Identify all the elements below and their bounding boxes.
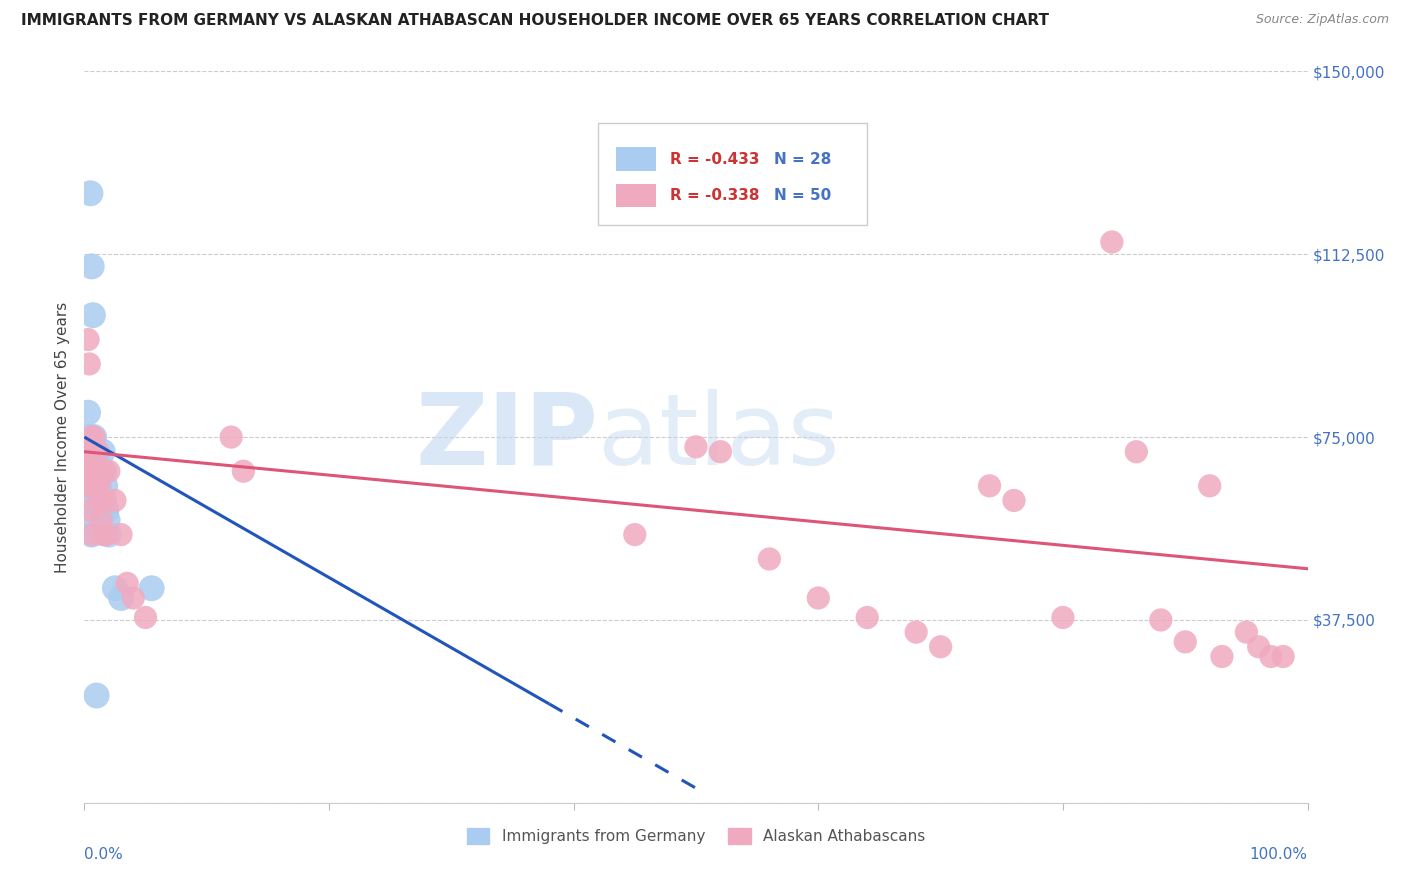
Point (86, 689, 108, 703)
Point (758, 552, 780, 566)
Point (905, 625, 928, 640)
Point (1260, 649, 1282, 664)
Point (77, 479, 100, 493)
Point (86, 454, 108, 468)
Point (96, 503, 118, 517)
Point (80, 260, 103, 274)
Text: R = -0.338: R = -0.338 (671, 188, 759, 203)
Point (93, 464, 115, 478)
Point (77, 406, 100, 420)
Point (1101, 235, 1123, 249)
Text: atlas: atlas (598, 389, 839, 485)
Point (709, 444, 731, 458)
Point (91, 527, 114, 541)
Point (76, 454, 98, 468)
Point (104, 493, 127, 508)
Point (79, 513, 101, 527)
Point (122, 591, 145, 605)
Point (86, 479, 108, 493)
Point (104, 581, 127, 595)
Point (807, 591, 830, 605)
Point (87, 464, 110, 478)
Point (76, 444, 98, 458)
Point (96, 527, 118, 541)
Point (89, 493, 111, 508)
Point (97, 464, 120, 478)
Point (90, 513, 112, 527)
Text: R = -0.433: R = -0.433 (671, 152, 759, 167)
Point (1150, 613, 1173, 627)
Point (97, 527, 120, 541)
Bar (616, 147, 655, 171)
Point (82, 308, 104, 322)
Point (97, 513, 120, 527)
Text: IMMIGRANTS FROM GERMANY VS ALASKAN ATHABASCAN HOUSEHOLDER INCOME OVER 65 YEARS C: IMMIGRANTS FROM GERMANY VS ALASKAN ATHAB… (21, 13, 1049, 29)
Point (1052, 610, 1074, 624)
Point (79, 430, 101, 444)
Point (624, 527, 647, 541)
Point (929, 640, 952, 654)
Point (76, 464, 98, 478)
Point (94, 479, 117, 493)
Point (77, 333, 100, 347)
Y-axis label: Householder Income Over 65 years: Householder Income Over 65 years (55, 301, 70, 573)
Point (77, 357, 100, 371)
Text: ZIP: ZIP (415, 389, 598, 485)
Point (232, 464, 254, 478)
Point (77, 479, 100, 493)
Point (856, 610, 879, 624)
Point (80, 464, 103, 478)
Text: 0.0%: 0.0% (84, 847, 124, 862)
Point (1247, 640, 1270, 654)
Point (135, 610, 157, 624)
Point (80, 527, 103, 541)
Point (1174, 635, 1197, 649)
Text: 100.0%: 100.0% (1250, 847, 1308, 862)
Point (110, 591, 132, 605)
Text: Source: ZipAtlas.com: Source: ZipAtlas.com (1256, 13, 1389, 27)
Point (979, 479, 1001, 493)
Point (87, 479, 110, 493)
Point (141, 581, 163, 595)
Point (1125, 444, 1147, 458)
Legend: Immigrants from Germany, Alaskan Athabascans: Immigrants from Germany, Alaskan Athabas… (460, 822, 932, 850)
Point (94, 493, 117, 508)
Point (115, 576, 138, 591)
FancyBboxPatch shape (598, 122, 868, 225)
Point (90, 503, 112, 517)
Point (1211, 649, 1233, 664)
Point (1002, 493, 1025, 508)
Point (84, 464, 107, 478)
Point (77, 503, 100, 517)
Point (80, 527, 103, 541)
Point (87, 444, 110, 458)
Point (79, 186, 101, 201)
Point (91, 444, 114, 458)
Point (1272, 649, 1295, 664)
Point (110, 527, 132, 541)
Text: N = 28: N = 28 (775, 152, 831, 167)
Point (83, 430, 105, 444)
Text: N = 50: N = 50 (775, 188, 831, 203)
Point (77, 493, 100, 508)
Point (1198, 479, 1220, 493)
Point (82, 479, 104, 493)
Point (87, 479, 110, 493)
Point (219, 430, 242, 444)
Point (685, 440, 707, 454)
Point (93, 464, 115, 478)
Bar (616, 184, 655, 208)
Point (84, 444, 107, 458)
Point (79, 444, 101, 458)
Point (1236, 625, 1258, 640)
Point (89, 489, 111, 503)
Point (83, 430, 105, 444)
Point (77, 430, 100, 444)
